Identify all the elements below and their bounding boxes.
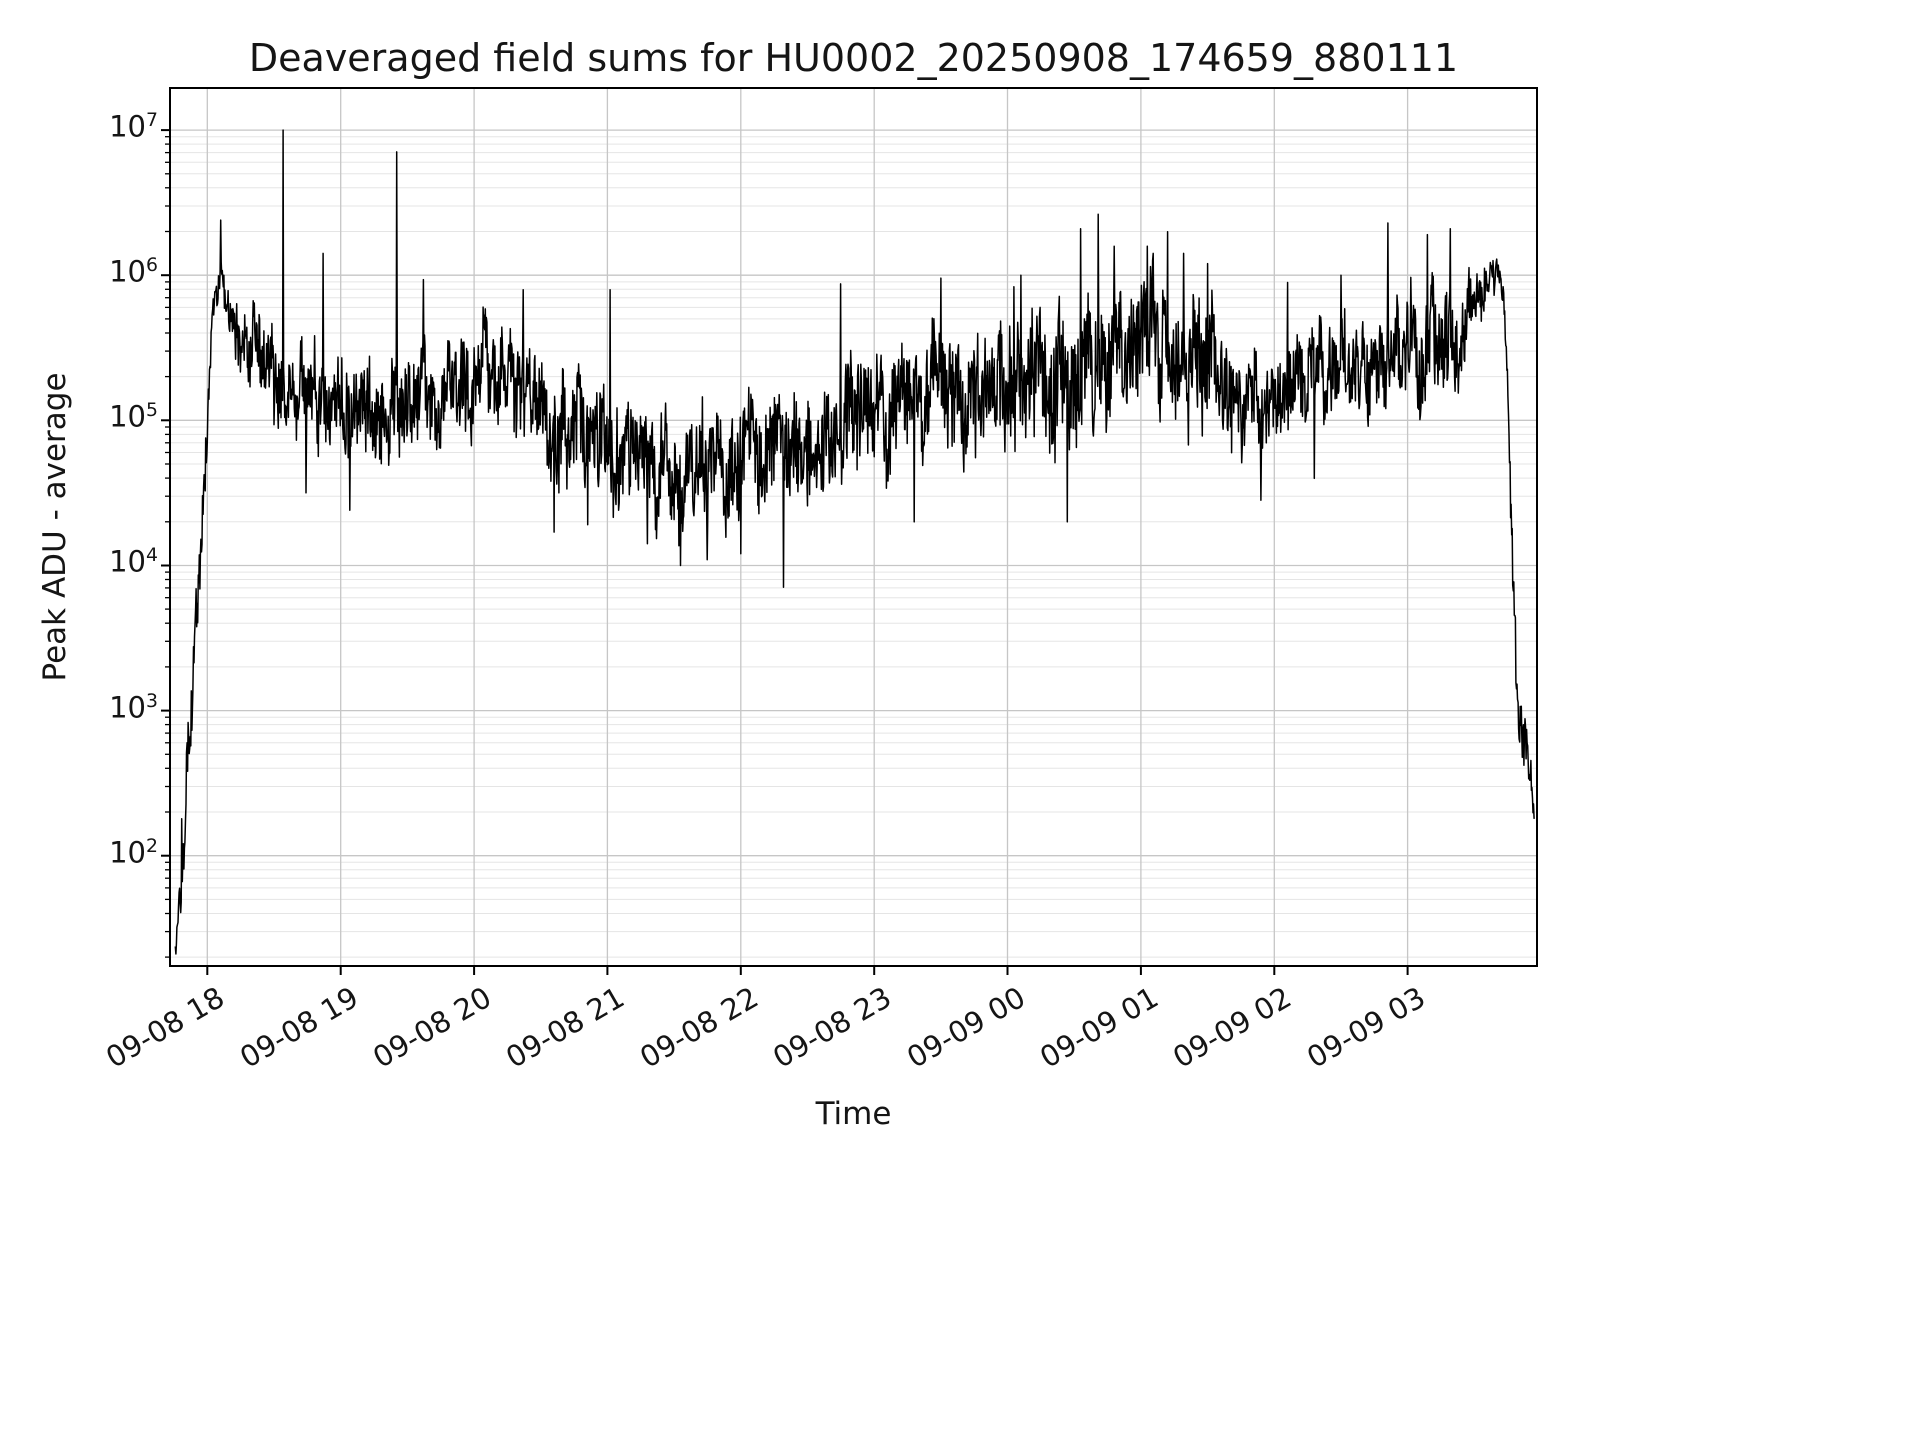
major-tick-marks xyxy=(161,129,1409,975)
minor-tick-marks xyxy=(165,136,170,958)
data-series-line xyxy=(174,129,1535,955)
y-tick-label: 102 xyxy=(109,835,158,870)
chart-title: Deaveraged field sums for HU0002_2025090… xyxy=(248,36,1459,80)
y-tick-label: 103 xyxy=(109,690,158,725)
y-tick-label: 104 xyxy=(109,545,158,580)
y-tick-label: 105 xyxy=(109,399,158,434)
y-tick-label: 107 xyxy=(109,109,158,144)
major-gridlines xyxy=(170,88,1537,966)
axes-spines xyxy=(169,87,1538,967)
minor-gridlines xyxy=(170,136,1537,958)
x-axis-label: Time xyxy=(815,1096,892,1132)
y-tick-label: 106 xyxy=(109,254,158,289)
